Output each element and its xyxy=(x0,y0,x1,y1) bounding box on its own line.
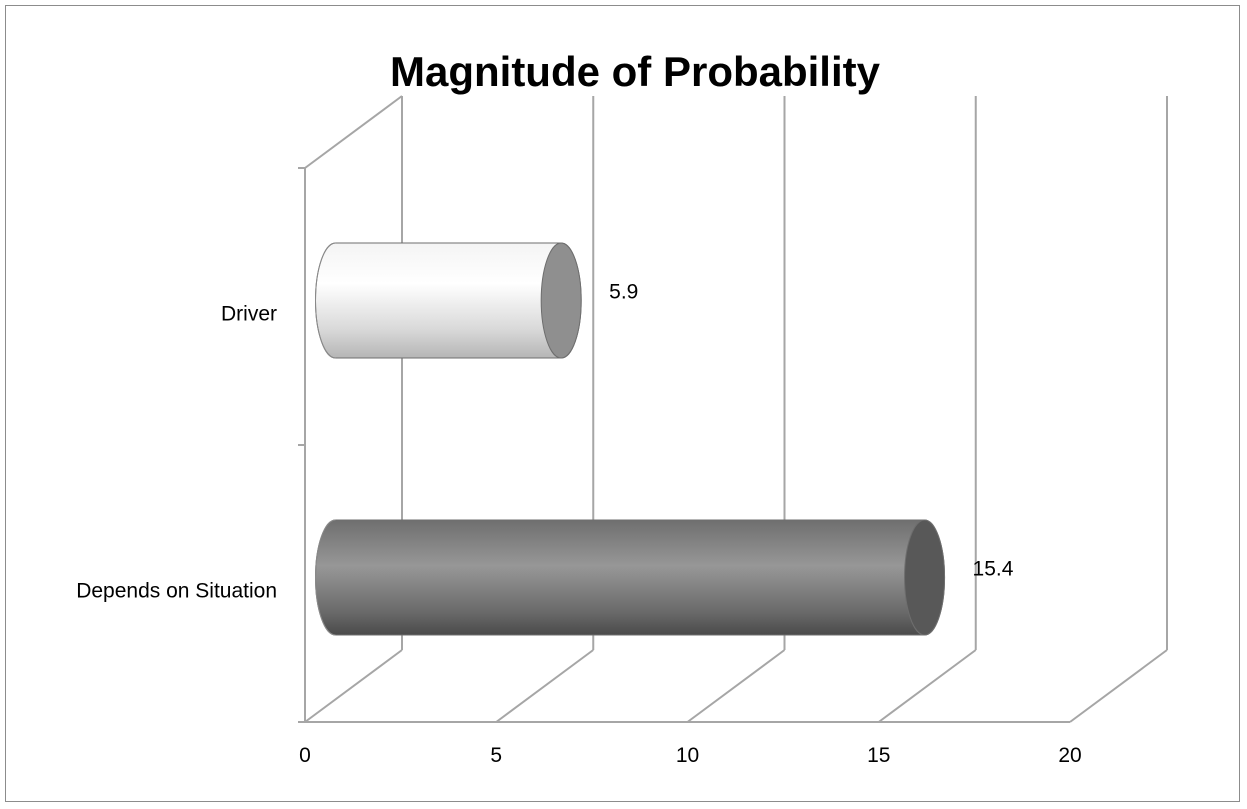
category-label: Driver xyxy=(221,303,277,326)
bar-depends-on-situation xyxy=(315,519,946,636)
labels-layer: 0 5 10 15 20 Driver 5.9 Depends on Situation 15.… xyxy=(76,281,1081,768)
floor-gridline xyxy=(686,649,786,723)
x-tick-label: 15 xyxy=(867,744,890,767)
floor-gridline xyxy=(1069,649,1168,723)
data-label: 5.9 xyxy=(609,281,638,304)
floor-gridline xyxy=(878,649,977,723)
bar-end-cap xyxy=(904,519,946,636)
bar-start-edge xyxy=(315,242,336,359)
x-tick-label: 5 xyxy=(490,744,502,767)
chart-frame xyxy=(5,5,1240,802)
bar-start-edge xyxy=(315,519,336,636)
x-tick-label: 20 xyxy=(1058,744,1081,767)
floor-gridline xyxy=(495,649,594,723)
bar-body xyxy=(315,519,946,636)
floor-gridline xyxy=(304,649,403,723)
chart-title: Magnitude of Probability xyxy=(390,48,881,95)
category-label: Depends on Situation xyxy=(76,580,277,603)
bar-driver xyxy=(315,242,582,359)
data-label: 15.4 xyxy=(973,558,1014,581)
side-wall-top-edge xyxy=(304,95,403,169)
x-tick-label: 10 xyxy=(676,744,699,767)
x-tick-label: 0 xyxy=(299,744,311,767)
bar-end-cap xyxy=(540,242,582,359)
bars-layer xyxy=(315,242,946,636)
